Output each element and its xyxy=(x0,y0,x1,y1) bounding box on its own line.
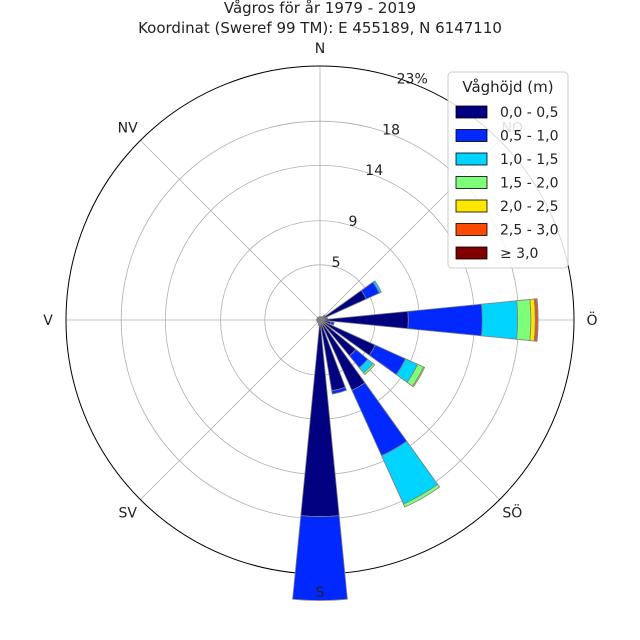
radial-tick-label: 18 xyxy=(382,122,400,138)
bar-segment xyxy=(325,316,329,320)
legend-label: 1,0 - 1,5 xyxy=(500,152,558,168)
direction-label-90: Ö xyxy=(586,311,597,329)
radial-tick-label: 9 xyxy=(349,214,358,230)
radial-tick-label: 23% xyxy=(397,71,428,87)
bar-segment xyxy=(331,386,347,395)
legend-label: ≥ 3,0 xyxy=(500,246,538,262)
direction-label-225: SV xyxy=(118,505,137,521)
grid-spoke-225 xyxy=(140,319,321,500)
legend-swatch xyxy=(455,176,488,189)
bar-segment xyxy=(362,362,376,376)
legend-title: Våghöjd (m) xyxy=(462,78,553,96)
bar-segment xyxy=(411,366,426,388)
radial-tick-label: 5 xyxy=(332,255,341,271)
grid-spoke-315 xyxy=(140,140,321,321)
bar-segment xyxy=(319,289,367,321)
radial-tick-label: 14 xyxy=(365,163,383,179)
legend-swatch xyxy=(455,152,488,166)
rose-bars xyxy=(292,280,539,601)
legend-frame xyxy=(447,71,569,269)
legend-swatch xyxy=(455,129,488,142)
bar-segment xyxy=(536,298,539,342)
legend-label: 2,5 - 3,0 xyxy=(500,223,558,239)
legend: Våghöjd (m) 0,0 - 0,5 0,5 - 1,0 1,0 - 1,5 1… xyxy=(447,71,569,269)
bar-segment xyxy=(322,314,326,318)
bar-segment xyxy=(372,280,382,294)
bar-segment xyxy=(481,300,519,340)
chart-title: Vågros för år 1979 - 2019 xyxy=(224,0,416,17)
chart-subtitle: Koordinat (Sweref 99 TM): E 455189, N 61… xyxy=(138,19,502,37)
legend-swatch xyxy=(455,223,488,236)
legend-swatch xyxy=(455,246,488,260)
direction-label-135: SÖ xyxy=(502,503,522,521)
direction-label-270: V xyxy=(43,313,53,329)
bar-segment xyxy=(402,483,441,508)
legend-swatch xyxy=(455,199,488,213)
bar-segment xyxy=(292,515,348,601)
direction-label-0: N xyxy=(315,41,325,57)
direction-label-180: S xyxy=(316,585,325,601)
direction-label-315: NV xyxy=(118,121,138,137)
legend-label: 0,5 - 1,0 xyxy=(500,129,558,145)
bar-segment xyxy=(329,321,335,326)
bar-segment xyxy=(351,382,408,457)
legend-entries: 0,0 - 0,5 0,5 - 1,0 1,0 - 1,5 1,5 - 2,0 2,0 … xyxy=(455,105,558,262)
legend-label: 0,0 - 0,5 xyxy=(500,105,558,121)
legend-label: 2,0 - 2,5 xyxy=(500,199,558,215)
legend-label: 1,5 - 2,0 xyxy=(500,176,558,192)
legend-swatch xyxy=(455,105,488,119)
bar-segment xyxy=(516,298,532,342)
radial-tick-labels: 5 9 14 18 23% xyxy=(332,71,428,271)
direction-labels: NNOÖSÖSSVVNV xyxy=(43,41,597,601)
bar-segment xyxy=(318,316,321,321)
